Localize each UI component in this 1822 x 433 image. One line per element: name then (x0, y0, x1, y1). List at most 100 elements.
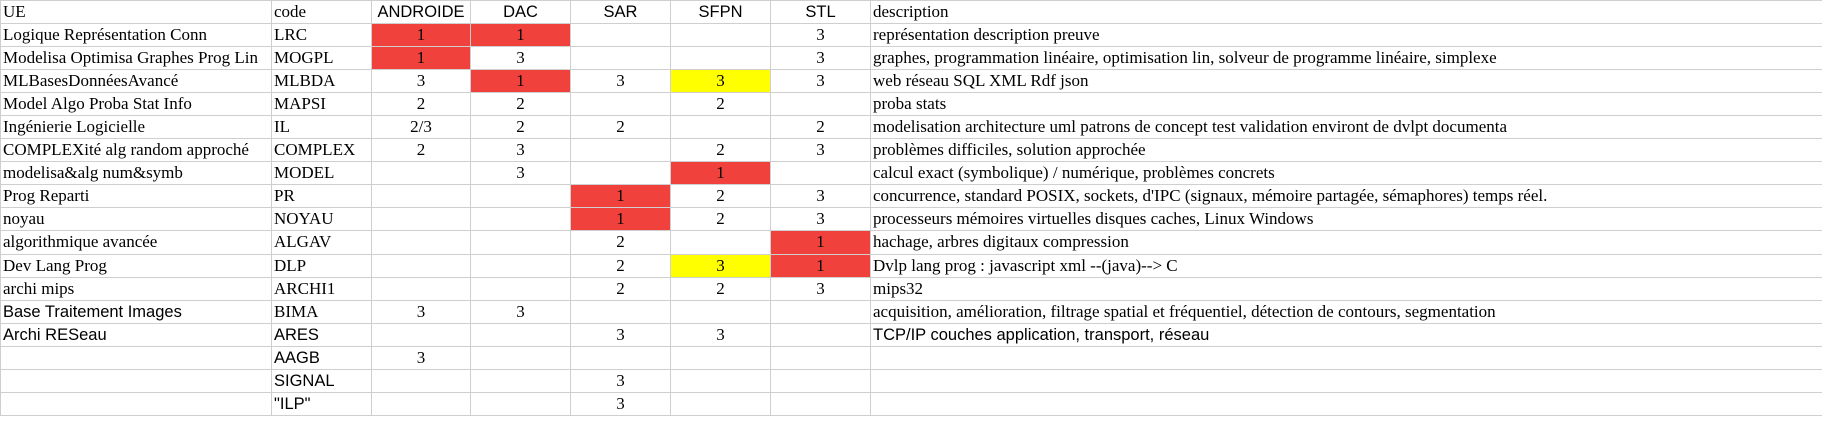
cell-stl[interactable]: 3 (770, 23, 871, 48)
cell-sar[interactable]: 2 (570, 276, 671, 301)
cell-ue[interactable]: archi mips (0, 276, 272, 301)
cell-code[interactable]: COMPLEX (271, 138, 372, 163)
header-cell-androide[interactable]: ANDROIDE (371, 0, 471, 25)
cell-androide[interactable]: 3 (371, 345, 471, 370)
cell-sfpn[interactable] (670, 46, 771, 71)
cell-description[interactable]: web réseau SQL XML Rdf json (870, 69, 1822, 94)
cell-androide[interactable]: 1 (371, 46, 471, 71)
cell-code[interactable]: MODEL (271, 161, 372, 186)
cell-description[interactable]: processeurs mémoires virtuelles disques … (870, 207, 1822, 232)
cell-description[interactable]: problèmes difficiles, solution approchée (870, 138, 1822, 163)
cell-sar[interactable] (570, 299, 671, 324)
cell-sfpn[interactable] (670, 391, 771, 416)
cell-sar[interactable]: 2 (570, 253, 671, 278)
cell-androide[interactable]: 2 (371, 138, 471, 163)
cell-sar[interactable]: 1 (570, 184, 671, 209)
cell-stl[interactable] (770, 391, 871, 416)
cell-dac[interactable]: 3 (470, 46, 571, 71)
cell-ue[interactable]: Modelisa Optimisa Graphes Prog Lin (0, 46, 272, 71)
cell-androide[interactable]: 2/3 (371, 115, 471, 140)
cell-ue[interactable]: algorithmique avancée (0, 230, 272, 255)
cell-sfpn[interactable]: 3 (670, 253, 771, 278)
cell-stl[interactable] (770, 161, 871, 186)
cell-dac[interactable] (470, 345, 571, 370)
cell-description[interactable]: acquisition, amélioration, filtrage spat… (870, 299, 1822, 324)
cell-code[interactable]: DLP (271, 253, 372, 278)
cell-code[interactable]: PR (271, 184, 372, 209)
cell-ue[interactable]: Ingénierie Logicielle (0, 115, 272, 140)
cell-code[interactable]: IL (271, 115, 372, 140)
cell-ue[interactable] (0, 345, 272, 370)
cell-code[interactable]: BIMA (271, 299, 372, 324)
cell-stl[interactable]: 2 (770, 115, 871, 140)
cell-sar[interactable]: 3 (570, 391, 671, 416)
cell-dac[interactable] (470, 207, 571, 232)
cell-sfpn[interactable]: 2 (670, 184, 771, 209)
cell-dac[interactable]: 2 (470, 115, 571, 140)
cell-dac[interactable] (470, 368, 571, 393)
cell-androide[interactable] (371, 207, 471, 232)
cell-stl[interactable]: 3 (770, 276, 871, 301)
cell-androide[interactable]: 3 (371, 69, 471, 94)
cell-stl[interactable]: 1 (770, 253, 871, 278)
cell-dac[interactable] (470, 184, 571, 209)
cell-sfpn[interactable]: 2 (670, 92, 771, 117)
cell-sar[interactable]: 1 (570, 207, 671, 232)
cell-sar[interactable]: 2 (570, 115, 671, 140)
cell-ue[interactable]: Archi RESeau (0, 322, 272, 347)
cell-dac[interactable] (470, 253, 571, 278)
cell-stl[interactable]: 3 (770, 46, 871, 71)
cell-description[interactable]: mips32 (870, 276, 1822, 301)
cell-dac[interactable] (470, 276, 571, 301)
cell-ue[interactable]: modelisa&alg num&symb (0, 161, 272, 186)
cell-sfpn[interactable]: 2 (670, 138, 771, 163)
cell-dac[interactable]: 3 (470, 138, 571, 163)
cell-description[interactable]: représentation description preuve (870, 23, 1822, 48)
cell-androide[interactable] (371, 276, 471, 301)
cell-androide[interactable] (371, 230, 471, 255)
cell-description[interactable]: modelisation architecture uml patrons de… (870, 115, 1822, 140)
cell-code[interactable]: MLBDA (271, 69, 372, 94)
cell-sfpn[interactable] (670, 23, 771, 48)
header-cell-description[interactable]: description (870, 0, 1822, 25)
header-cell-code[interactable]: code (271, 0, 372, 25)
header-cell-stl[interactable]: STL (770, 0, 871, 25)
cell-description[interactable]: Dvlp lang prog : javascript xml --(java)… (870, 253, 1822, 278)
cell-stl[interactable]: 3 (770, 184, 871, 209)
cell-description[interactable]: graphes, programmation linéaire, optimis… (870, 46, 1822, 71)
cell-sar[interactable] (570, 23, 671, 48)
cell-code[interactable]: MAPSI (271, 92, 372, 117)
cell-code[interactable]: NOYAU (271, 207, 372, 232)
cell-sfpn[interactable] (670, 230, 771, 255)
cell-code[interactable]: AAGB (271, 345, 372, 370)
cell-androide[interactable] (371, 391, 471, 416)
cell-sfpn[interactable] (670, 368, 771, 393)
cell-sar[interactable]: 3 (570, 368, 671, 393)
cell-dac[interactable]: 1 (470, 23, 571, 48)
cell-code[interactable]: MOGPL (271, 46, 372, 71)
cell-code[interactable]: ARCHI1 (271, 276, 372, 301)
cell-sfpn[interactable]: 3 (670, 69, 771, 94)
cell-stl[interactable] (770, 299, 871, 324)
cell-dac[interactable]: 1 (470, 69, 571, 94)
cell-dac[interactable] (470, 391, 571, 416)
header-cell-sfpn[interactable]: SFPN (670, 0, 771, 25)
cell-description[interactable]: concurrence, standard POSIX, sockets, d'… (870, 184, 1822, 209)
cell-androide[interactable] (371, 368, 471, 393)
cell-dac[interactable] (470, 322, 571, 347)
cell-stl[interactable]: 3 (770, 138, 871, 163)
cell-stl[interactable]: 3 (770, 69, 871, 94)
cell-androide[interactable] (371, 322, 471, 347)
cell-sar[interactable] (570, 161, 671, 186)
cell-ue[interactable]: noyau (0, 207, 272, 232)
cell-stl[interactable]: 3 (770, 207, 871, 232)
header-cell-ue[interactable]: UE (0, 0, 272, 25)
header-cell-dac[interactable]: DAC (470, 0, 571, 25)
cell-ue[interactable]: Dev Lang Prog (0, 253, 272, 278)
cell-dac[interactable] (470, 230, 571, 255)
cell-ue[interactable]: COMPLEXité alg random approché (0, 138, 272, 163)
cell-ue[interactable] (0, 368, 272, 393)
cell-sfpn[interactable]: 3 (670, 322, 771, 347)
cell-stl[interactable] (770, 92, 871, 117)
cell-sfpn[interactable] (670, 299, 771, 324)
